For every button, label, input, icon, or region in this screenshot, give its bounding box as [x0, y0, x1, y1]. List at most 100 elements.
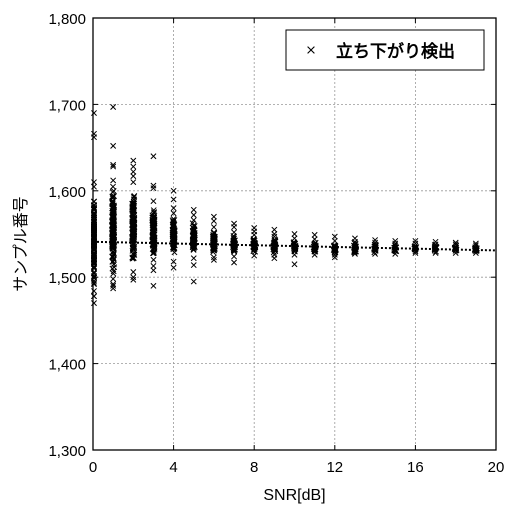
data-point-outlier — [190, 212, 197, 218]
data-point — [472, 242, 479, 249]
data-point — [432, 241, 439, 248]
data-point — [130, 199, 137, 206]
data-point — [291, 235, 298, 242]
data-point-outlier — [130, 173, 137, 180]
data-point — [472, 250, 479, 256]
data-point — [412, 240, 419, 247]
data-point — [110, 268, 117, 275]
data-point — [130, 246, 137, 252]
y-tick-labels: 1,300 1,400 1,500 1,600 1,700 1,800 — [48, 11, 86, 460]
data-point-outlier — [110, 281, 117, 288]
data-point — [91, 216, 97, 223]
data-point-outlier — [130, 168, 137, 175]
data-point-outlier — [190, 278, 197, 285]
data-point-outlier — [110, 142, 117, 149]
data-point — [91, 257, 97, 263]
data-point — [311, 251, 318, 258]
data-point-outlier — [190, 206, 197, 213]
data-point-outlier — [150, 282, 157, 289]
data-point — [110, 275, 117, 282]
data-point — [230, 240, 237, 247]
data-point-outlier — [150, 267, 157, 274]
data-point — [110, 188, 117, 194]
data-point — [231, 229, 238, 236]
data-point — [91, 247, 97, 254]
data-point-outlier — [331, 254, 338, 261]
data-point — [150, 207, 157, 214]
data-point — [91, 230, 97, 237]
data-point — [110, 255, 117, 262]
data-point-outlier — [91, 281, 97, 288]
plot-frame — [92, 17, 497, 451]
data-point-outlier — [91, 293, 97, 300]
data-point-outlier — [311, 231, 318, 238]
data-point — [210, 237, 217, 244]
data-point — [109, 198, 116, 205]
data-point — [392, 240, 399, 247]
data-point-outlier — [412, 237, 419, 244]
data-point — [171, 242, 178, 249]
data-point-outlier — [210, 256, 217, 263]
data-point — [211, 246, 217, 253]
x-tick-label: 16 — [407, 459, 424, 476]
y-tick-label: 1,800 — [48, 11, 86, 28]
data-point — [230, 247, 237, 253]
data-point-outlier — [372, 237, 379, 244]
data-point — [211, 233, 218, 240]
y-tick-label: 1,300 — [48, 443, 86, 460]
data-point — [392, 250, 399, 257]
legend-marker-x-icon — [307, 46, 315, 54]
legend-box — [285, 29, 485, 71]
data-point-outlier — [170, 264, 177, 271]
data-point — [130, 269, 137, 275]
data-point — [169, 226, 176, 233]
data-point-outlier — [170, 205, 177, 212]
data-point — [91, 236, 97, 243]
data-point — [91, 257, 97, 264]
data-point — [91, 224, 97, 231]
data-point — [270, 244, 277, 250]
data-point — [271, 233, 278, 240]
data-point — [130, 230, 137, 237]
data-point-outlier — [190, 262, 197, 269]
y-tick-label: 1,600 — [48, 184, 86, 201]
data-point-outlier — [271, 226, 278, 233]
data-point — [231, 235, 237, 242]
data-point — [170, 258, 177, 265]
ticks — [92, 17, 497, 451]
data-point — [412, 250, 419, 256]
data-point — [91, 264, 97, 270]
data-point — [110, 226, 117, 232]
data-point-outlier — [170, 196, 177, 203]
data-point — [210, 254, 217, 261]
grid — [93, 18, 496, 450]
data-point — [412, 245, 419, 252]
data-point — [452, 241, 459, 248]
data-point — [91, 259, 97, 266]
data-point-outlier — [150, 185, 157, 192]
data-point — [150, 250, 157, 257]
data-point-outlier — [130, 157, 137, 164]
data-point-outlier — [110, 285, 117, 292]
data-point — [151, 227, 158, 234]
data-point — [109, 205, 116, 212]
data-point — [331, 237, 338, 244]
data-point-outlier — [110, 161, 117, 168]
data-point-outlier — [150, 153, 157, 160]
data-layer — [91, 104, 480, 307]
data-point — [171, 237, 178, 244]
data-point — [372, 239, 379, 246]
data-point-outlier — [130, 163, 137, 170]
data-point — [190, 255, 197, 262]
y-axis-label: サンプル番号 — [12, 196, 30, 292]
data-point-outlier — [91, 130, 97, 137]
data-point — [311, 236, 318, 243]
data-point — [190, 231, 197, 238]
x-tick-label: 0 — [89, 459, 97, 476]
data-point — [131, 233, 138, 240]
data-point — [150, 263, 157, 269]
legend-entry: 立ち下がり検出 — [336, 41, 455, 62]
data-point-outlier — [432, 238, 439, 245]
data-point-outlier — [110, 104, 117, 110]
